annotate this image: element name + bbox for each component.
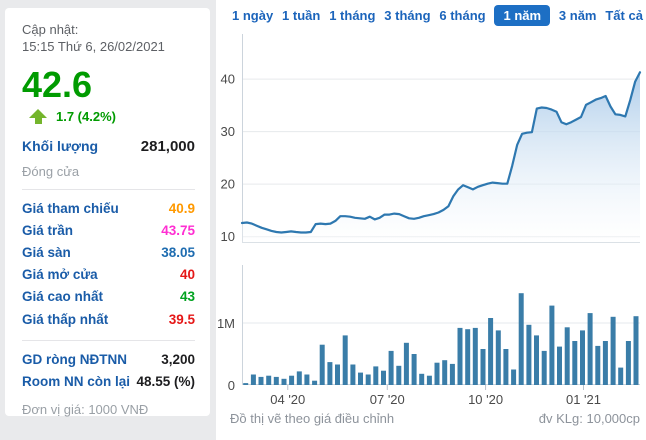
info-row: Giá thấp nhất 39.5 <box>22 308 195 330</box>
tab-period-7[interactable]: 3 năm <box>558 8 597 23</box>
adjusted-price-note: Đồ thị vẽ theo giá điều chỉnh <box>230 411 395 426</box>
info-label: Giá mở cửa <box>22 267 98 283</box>
volume-row: Khối lượng 281,000 <box>22 138 195 155</box>
info-value: 40 <box>179 267 195 283</box>
updated-time: 15:15 Thứ 6, 26/02/2021 <box>22 39 165 54</box>
tab-period-5[interactable]: 6 tháng <box>439 8 486 23</box>
tab-period-4[interactable]: 3 tháng <box>384 8 431 23</box>
price-chart[interactable]: 10 20 30 40 <box>216 33 646 245</box>
quote-card: Cập nhật: 15:15 Thứ 6, 26/02/2021 42.6 1… <box>5 8 210 417</box>
svg-text:1M: 1M <box>217 316 235 331</box>
chart-footer: Đồ thị vẽ theo giá điều chỉnh đv KLg: 10… <box>230 411 640 426</box>
price-change: 1.7 (4.2%) <box>56 109 116 124</box>
info-row: Giá mở cửa 40 <box>22 264 195 286</box>
close-label: Đóng cửa <box>22 164 80 179</box>
info-value: 43.75 <box>161 222 195 238</box>
svg-text:40: 40 <box>221 72 235 87</box>
current-price: 42.6 <box>22 64 93 105</box>
arrow-up-icon <box>29 109 47 124</box>
info-value: 38.05 <box>161 244 195 260</box>
tab-period-3[interactable]: 1 tháng <box>329 8 376 23</box>
price-change-row: 1.7 (4.2%) <box>29 109 195 124</box>
updated-label: Cập nhật: <box>22 22 79 37</box>
info-row: Giá tham chiếu 40.9 <box>22 197 195 219</box>
info-label: Giá thấp nhất <box>22 311 109 327</box>
svg-text:0: 0 <box>228 378 235 393</box>
divider <box>22 189 195 190</box>
svg-text:30: 30 <box>221 124 235 139</box>
info-row: GD ròng NĐTNN 3,200 <box>22 348 195 370</box>
info-value: 39.5 <box>168 311 195 327</box>
svg-text:10: 10 <box>221 229 235 244</box>
info-label: Room NN còn lại <box>22 373 131 389</box>
info-label: Giá trần <box>22 222 74 238</box>
svg-text:10 '20: 10 '20 <box>468 392 503 407</box>
unit-note: Đơn vị giá: 1000 VNĐ <box>22 401 149 417</box>
svg-text:07 '20: 07 '20 <box>370 392 405 407</box>
info-row: Room NN còn lại 48.55 (%) <box>22 370 195 392</box>
info-value: 3,200 <box>161 351 195 367</box>
tab-period-2[interactable]: 1 tuần <box>282 8 321 23</box>
volume-value: 281,000 <box>140 138 195 155</box>
info-label: Giá cao nhất <box>22 289 104 305</box>
info-value: 40.9 <box>168 200 195 216</box>
volume-unit-note: đv KLg: 10,000cp <box>538 411 640 426</box>
volume-chart[interactable]: 0 1M 04 '20 07 '20 10 '20 01 '21 <box>216 265 646 410</box>
divider <box>22 340 195 342</box>
svg-text:01 '21: 01 '21 <box>566 392 601 407</box>
period-tabbar: 1 ngày 1 tuần 1 tháng 3 tháng 6 tháng 1 năm 3 … <box>232 5 643 26</box>
volume-label: Khối lượng <box>22 138 99 154</box>
info-row: Giá sàn 38.05 <box>22 241 195 263</box>
info-value: 43 <box>179 289 195 305</box>
svg-text:04 '20: 04 '20 <box>270 392 305 407</box>
svg-text:20: 20 <box>221 177 235 192</box>
chart-panel: 1 ngày 1 tuần 1 tháng 3 tháng 6 tháng 1 năm 3 … <box>216 0 646 440</box>
foreign-info-list: GD ròng NĐTNN 3,200 Room NN còn lại 48.55 (… <box>22 348 195 392</box>
tab-period-1[interactable]: 1 ngày <box>232 8 274 23</box>
info-value: 48.55 (%) <box>136 373 195 389</box>
quote-panel: Cập nhật: 15:15 Thứ 6, 26/02/2021 42.6 1… <box>0 0 216 440</box>
tab-period-8[interactable]: Tất cả <box>605 8 643 23</box>
info-label: Giá sàn <box>22 244 71 260</box>
info-row: Giá cao nhất 43 <box>22 286 195 308</box>
info-label: GD ròng NĐTNN <box>22 351 127 367</box>
tab-period-6[interactable]: 1 năm <box>494 5 551 26</box>
price-info-list: Giá tham chiếu 40.9 Giá trần 43.75 Giá sàn 38… <box>22 197 195 330</box>
info-row: Giá trần 43.75 <box>22 219 195 241</box>
info-label: Giá tham chiếu <box>22 200 119 216</box>
